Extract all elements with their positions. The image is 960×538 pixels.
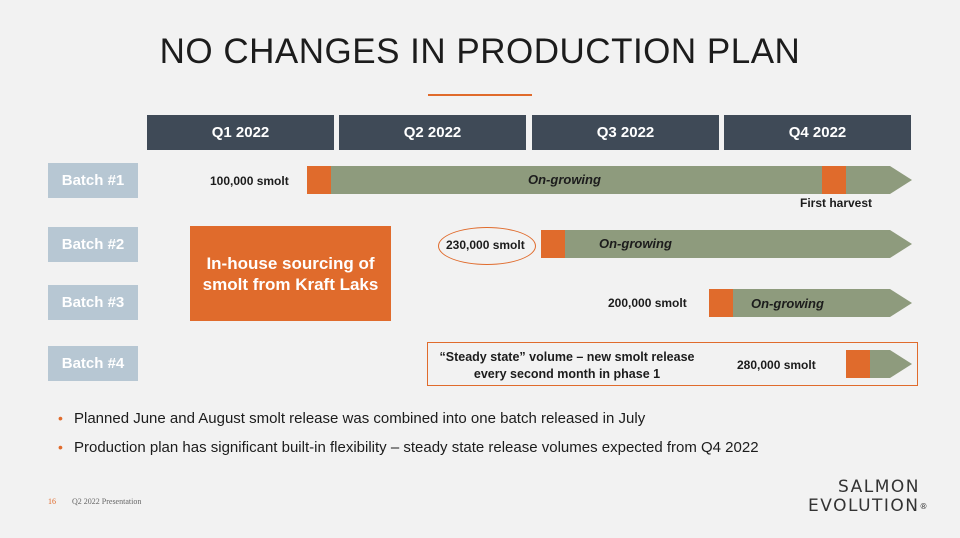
logo-line-2: EVOLUTION	[808, 496, 920, 516]
batch-2-ongrowing-arrow	[541, 230, 912, 258]
bullet-text: Planned June and August smolt release wa…	[74, 410, 646, 427]
inhouse-sourcing-box: In-house sourcing of smolt from Kraft La…	[190, 226, 391, 321]
inhouse-sourcing-text: In-house sourcing of smolt from Kraft La…	[202, 253, 379, 294]
batch-2-highlight-oval	[438, 227, 536, 265]
quarter-header-q3: Q3 2022	[532, 115, 719, 150]
bullet-item: • Production plan has significant built-i…	[56, 433, 759, 462]
batch-label-3: Batch #3	[48, 285, 138, 320]
title-underline	[428, 94, 532, 96]
steady-state-text: “Steady state” volume – new smolt releas…	[439, 350, 695, 381]
batch-1-smolt-label: 100,000 smolt	[210, 174, 289, 188]
batch-label-1: Batch #1	[48, 163, 138, 198]
quarter-header-q4: Q4 2022	[724, 115, 911, 150]
batch-4-release-block	[846, 350, 870, 378]
bullet-list: • Planned June and August smolt release w…	[56, 404, 759, 462]
batch-3-smolt-label: 200,000 smolt	[608, 296, 687, 310]
quarter-header-q1: Q1 2022	[147, 115, 334, 150]
steady-state-box	[427, 342, 918, 386]
batch-1-harvest-block	[822, 166, 846, 194]
quarter-header-q2: Q2 2022	[339, 115, 526, 150]
batch-label-4: Batch #4	[48, 346, 138, 381]
batch-4-smolt-label: 280,000 smolt	[737, 358, 816, 372]
bullet-dot-icon: •	[58, 439, 63, 455]
logo-line-1: SALMON	[838, 477, 920, 497]
page-number: 16	[48, 497, 56, 506]
batch-2-smolt-label: 230,000 smolt	[446, 238, 525, 252]
salmon-evolution-logo: SALMON EVOLUTION®	[808, 477, 928, 522]
batch-3-release-block	[709, 289, 733, 317]
batch-1-release-block	[307, 166, 331, 194]
batch-label-2: Batch #2	[48, 227, 138, 262]
page-title: NO CHANGES IN PRODUCTION PLAN	[159, 32, 801, 71]
batch-3-ongrowing-arrow	[709, 289, 912, 317]
batch-2-ongrowing-label: On-growing	[599, 236, 672, 251]
batch-1-ongrowing-label: On-growing	[528, 172, 601, 187]
batch-2-release-block	[541, 230, 565, 258]
bullet-dot-icon: •	[58, 410, 63, 426]
registered-mark: ®	[919, 502, 928, 511]
footer-text: Q2 2022 Presentation	[72, 497, 142, 506]
batch-1-ongrowing-arrow	[307, 166, 912, 194]
bullet-item: • Planned June and August smolt release w…	[56, 404, 759, 433]
bullet-text: Production plan has significant built-in…	[74, 439, 759, 456]
batch-3-ongrowing-label: On-growing	[751, 296, 824, 311]
first-harvest-label: First harvest	[800, 196, 873, 210]
